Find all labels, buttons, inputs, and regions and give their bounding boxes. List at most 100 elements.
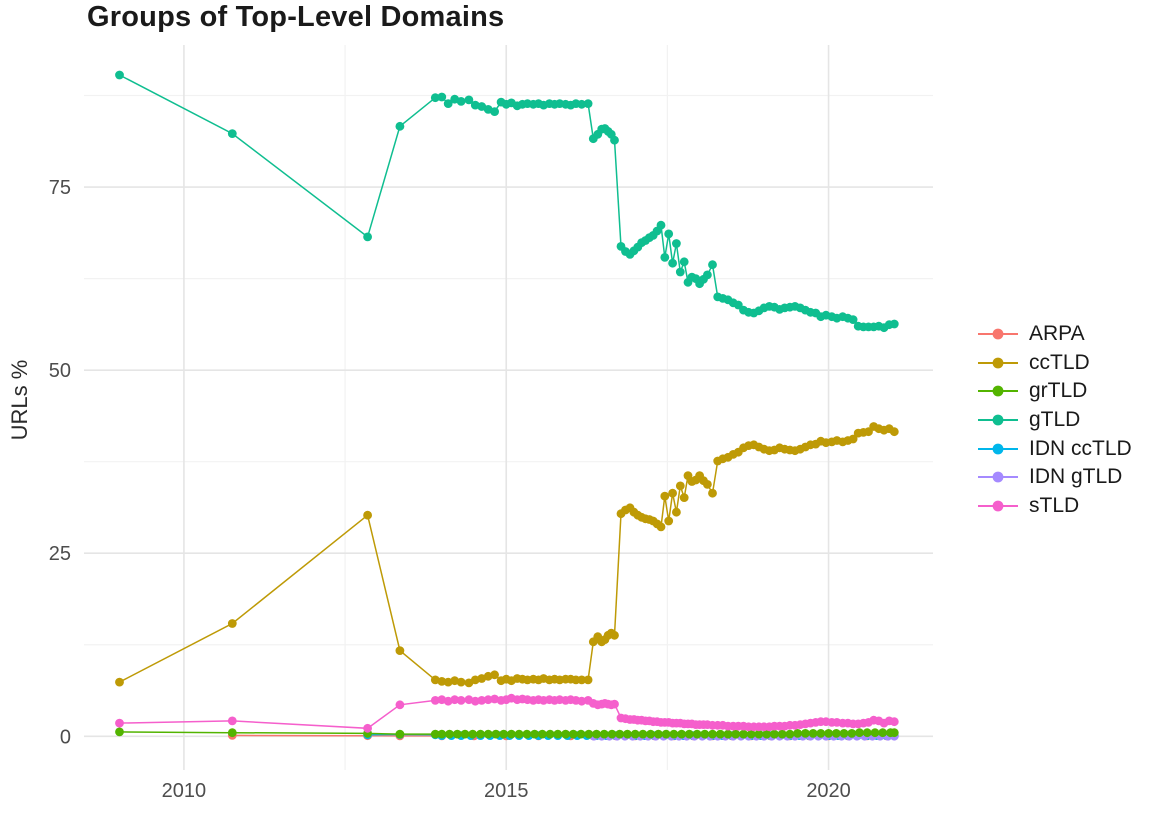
data-point: [115, 727, 124, 737]
legend-label: IDN gTLD: [1029, 465, 1123, 489]
data-point: [395, 121, 405, 131]
x-tick-label: 2015: [484, 780, 529, 802]
legend-key-icon: [978, 443, 1018, 455]
data-point: [491, 729, 501, 739]
data-point: [583, 99, 593, 108]
data-point: [793, 729, 802, 738]
data-point: [739, 729, 748, 739]
data-point: [746, 729, 756, 739]
data-point: [430, 696, 440, 705]
data-point: [583, 675, 593, 685]
data-point: [464, 95, 474, 105]
data-point: [227, 619, 237, 628]
data-point: [661, 729, 671, 739]
series-cctld: [115, 422, 899, 688]
data-point: [878, 728, 888, 738]
data-point: [770, 729, 779, 739]
legend-label: ARPA: [1029, 322, 1085, 346]
data-point: [460, 729, 470, 739]
x-tick-label: 2010: [162, 780, 207, 802]
legend-item-stld: sTLD: [976, 492, 1162, 521]
data-point: [654, 729, 663, 739]
data-point: [848, 434, 858, 444]
data-point: [847, 729, 857, 738]
data-point: [483, 729, 493, 739]
data-point: [490, 107, 499, 116]
data-point: [870, 728, 880, 738]
data-point: [715, 729, 725, 739]
data-point: [656, 522, 666, 532]
data-point: [862, 728, 872, 738]
data-point: [703, 480, 712, 489]
data-point: [363, 723, 372, 733]
data-point: [507, 729, 516, 739]
data-point: [669, 729, 679, 739]
data-point: [468, 729, 478, 739]
data-point: [115, 677, 124, 687]
data-point: [499, 729, 509, 739]
data-point: [445, 729, 454, 739]
legend-key-icon: [978, 328, 1018, 340]
data-point: [430, 729, 440, 739]
data-point: [610, 630, 619, 640]
data-point: [646, 729, 655, 739]
legend-item-idn-cctld: IDN ccTLD: [976, 434, 1162, 463]
chart-title: Groups of Top-Level Domains: [87, 1, 505, 33]
legend-item-grtld: grTLD: [976, 377, 1162, 406]
legend-key-icon: [978, 414, 1018, 426]
data-point: [437, 729, 447, 739]
data-point: [437, 92, 447, 102]
data-point: [808, 729, 818, 738]
data-point: [660, 491, 670, 501]
data-point: [470, 696, 480, 706]
data-point: [610, 135, 619, 145]
data-point: [592, 729, 601, 739]
y-tick-label: 50: [49, 360, 71, 382]
data-point: [522, 729, 532, 739]
data-point: [395, 646, 405, 655]
data-point: [476, 729, 485, 739]
legend-key-icon: [978, 471, 1018, 483]
data-point: [708, 729, 717, 739]
data-point: [610, 699, 619, 709]
data-point: [577, 696, 587, 706]
data-point: [679, 257, 689, 267]
data-point: [456, 97, 466, 106]
data-point: [545, 729, 555, 739]
data-point: [227, 129, 237, 139]
y-tick-label: 25: [49, 543, 71, 565]
data-point: [456, 677, 466, 687]
legend-item-gtld: gTLD: [976, 406, 1162, 435]
data-point: [762, 729, 772, 739]
legend-item-arpa: ARPA: [976, 320, 1162, 349]
data-point: [700, 729, 710, 739]
data-point: [599, 729, 609, 739]
data-point: [703, 270, 712, 280]
data-point: [708, 260, 717, 270]
legend-item-cctld: ccTLD: [976, 349, 1162, 378]
data-point: [675, 267, 685, 277]
data-point: [577, 675, 587, 685]
data-point: [831, 729, 841, 738]
data-point: [437, 677, 447, 686]
data-point: [630, 729, 640, 739]
data-point: [679, 493, 689, 502]
data-point: [684, 729, 694, 739]
data-point: [227, 728, 237, 738]
data-point: [456, 696, 466, 705]
data-point: [115, 718, 124, 728]
data-point: [490, 670, 499, 680]
data-point: [530, 729, 539, 739]
data-point: [785, 729, 795, 739]
data-point: [561, 729, 570, 739]
data-point: [363, 232, 372, 242]
data-point: [677, 729, 686, 739]
data-point: [656, 220, 666, 230]
data-point: [675, 481, 685, 491]
data-point: [395, 729, 405, 739]
data-point: [483, 695, 493, 705]
data-point: [668, 258, 677, 268]
data-point: [537, 729, 547, 739]
data-point: [664, 516, 674, 526]
